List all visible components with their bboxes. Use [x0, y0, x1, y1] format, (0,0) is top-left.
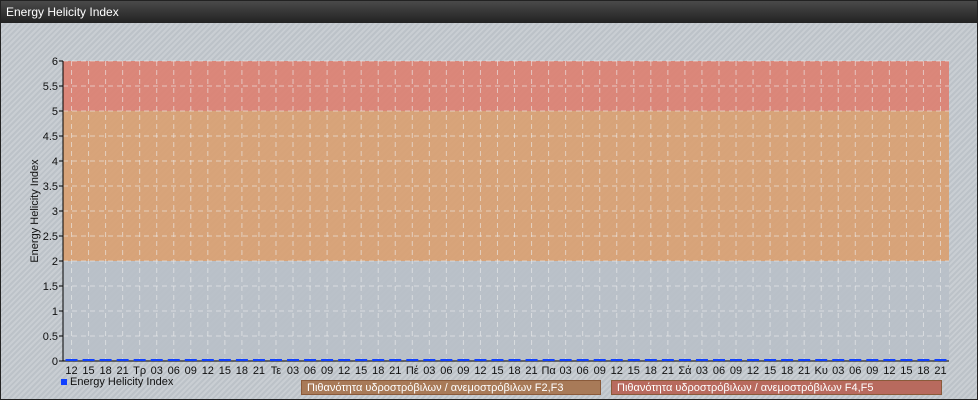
- ytick-label: 3: [52, 206, 58, 218]
- xtick-label: 15: [628, 365, 640, 377]
- ytick-label: 4: [52, 156, 58, 168]
- xtick-label: Σά: [678, 365, 692, 377]
- ytick-label: 4.5: [43, 131, 58, 143]
- xtick-label: 06: [168, 365, 180, 377]
- xtick-label: 21: [662, 365, 674, 377]
- xtick-label: 09: [457, 365, 469, 377]
- xtick-label: 06: [304, 365, 316, 377]
- xtick-label: 09: [866, 365, 878, 377]
- xtick-label: 12: [883, 365, 895, 377]
- xtick-label: 09: [321, 365, 333, 377]
- xtick-label: 15: [219, 365, 231, 377]
- xtick-label: 18: [372, 365, 384, 377]
- xtick-label: 06: [577, 365, 589, 377]
- ytick-label: 0.5: [43, 331, 58, 343]
- xtick-label: 15: [900, 365, 912, 377]
- ytick-label: 2: [52, 256, 58, 268]
- ytick-label: 3.5: [43, 181, 58, 193]
- y-axis-label: Energy Helicity Index: [29, 159, 41, 263]
- xtick-label: 03: [287, 365, 299, 377]
- xtick-label: 12: [202, 365, 214, 377]
- xtick-label: 21: [253, 365, 265, 377]
- xtick-label: 18: [917, 365, 929, 377]
- xtick-label: 06: [713, 365, 725, 377]
- xtick-label: 12: [338, 365, 350, 377]
- legend-band-f4f5: Πιθανότητα υδροστρόβιλων / ανεμοστρόβιλω…: [611, 380, 942, 395]
- xtick-label: 12: [65, 365, 77, 377]
- xtick-label: 09: [730, 365, 742, 377]
- ytick-label: 6: [52, 56, 58, 68]
- ytick-label: 1.5: [43, 281, 58, 293]
- xtick-label: 18: [508, 365, 520, 377]
- xtick-label: 03: [696, 365, 708, 377]
- xtick-label: 21: [798, 365, 810, 377]
- xtick-label: 18: [236, 365, 248, 377]
- ytick-label: 5: [52, 106, 58, 118]
- xtick-label: 03: [423, 365, 435, 377]
- xtick-label: 09: [594, 365, 606, 377]
- legend-series: Energy Helicity Index: [61, 376, 173, 388]
- xtick-label: 18: [781, 365, 793, 377]
- legend-swatch: [61, 379, 67, 385]
- ytick-label: 0: [52, 356, 58, 368]
- ytick-label: 2.5: [43, 231, 58, 243]
- xtick-label: 06: [849, 365, 861, 377]
- xtick-label: Πα: [541, 365, 556, 377]
- xtick-label: 09: [185, 365, 197, 377]
- xtick-label: 15: [491, 365, 503, 377]
- xtick-label: 12: [611, 365, 623, 377]
- xtick-label: 15: [764, 365, 776, 377]
- xtick-label: Πέ: [406, 365, 419, 377]
- xtick-label: 18: [645, 365, 657, 377]
- xtick-label: 21: [389, 365, 401, 377]
- xtick-label: Τε: [271, 365, 282, 377]
- xtick-label: Τρ: [133, 365, 146, 377]
- xtick-label: 15: [82, 365, 94, 377]
- xtick-label: 12: [747, 365, 759, 377]
- xtick-label: 21: [117, 365, 129, 377]
- xtick-label: 21: [934, 365, 946, 377]
- xtick-label: 15: [355, 365, 367, 377]
- legend-band-f2f3: Πιθανότητα υδροστρόβιλων / ανεμοστρόβιλω…: [301, 380, 601, 395]
- ytick-label: 5.5: [43, 81, 58, 93]
- xtick-label: 03: [560, 365, 572, 377]
- xtick-label: 12: [474, 365, 486, 377]
- legend-label: Energy Helicity Index: [70, 376, 174, 388]
- xtick-label: 21: [525, 365, 537, 377]
- xtick-label: 03: [151, 365, 163, 377]
- ytick-label: 1: [52, 306, 58, 318]
- xtick-label: 03: [832, 365, 844, 377]
- window-title: Energy Helicity Index: [1, 1, 977, 23]
- xtick-label: 06: [440, 365, 452, 377]
- xtick-label: 18: [99, 365, 111, 377]
- xtick-label: Κυ: [815, 365, 828, 377]
